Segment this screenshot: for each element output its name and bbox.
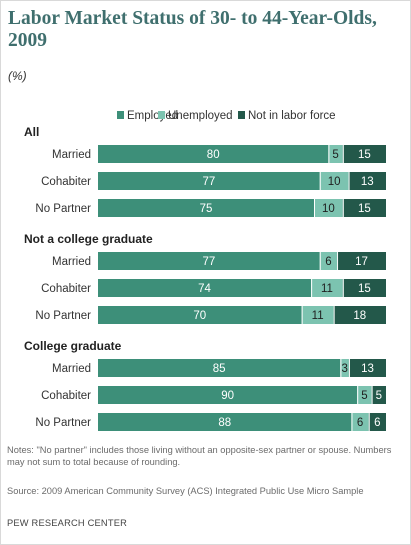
value-label-not-in-labor-force-all-married: 15	[358, 149, 371, 161]
value-label-unemployed-all-cohabiter: 10	[328, 176, 341, 188]
row-label-not-a-college-graduate-no-partner: No Partner	[35, 310, 91, 322]
chart-notes: Notes: "No partner" includes those livin…	[7, 445, 392, 467]
bar-unemployed-college-graduate-no-partner	[351, 413, 369, 431]
bar-employed-college-graduate-married	[98, 359, 341, 377]
value-label-not-in-labor-force-college-graduate-no-partner: 6	[374, 417, 380, 429]
segment-divider	[301, 306, 303, 324]
bar-employed-not-a-college-graduate-cohabiter	[98, 279, 312, 297]
value-label-not-in-labor-force-not-a-college-graduate-cohabiter: 15	[358, 283, 371, 295]
bar-not-in-labor-force-college-graduate-no-partner	[368, 413, 386, 431]
bar-not-in-labor-force-college-graduate-cohabiter	[371, 386, 386, 404]
legend-label-unemployed: Unemployed	[168, 110, 233, 122]
value-label-employed-all-cohabiter: 77	[202, 176, 215, 188]
bar-employed-all-cohabiter	[98, 172, 320, 190]
segment-divider	[319, 252, 321, 270]
credit-label: PEW RESEARCH CENTER	[7, 518, 128, 528]
legend-label-employed: Employed	[127, 110, 178, 122]
bar-employed-all-married	[98, 145, 329, 163]
bar-unemployed-all-married	[328, 145, 343, 163]
row-label-all-married: Married	[52, 149, 91, 161]
segment-divider	[368, 413, 370, 431]
row-label-not-a-college-graduate-married: Married	[52, 256, 91, 268]
segment-divider	[319, 172, 321, 190]
bar-not-in-labor-force-not-a-college-graduate-married	[337, 252, 386, 270]
bar-employed-not-a-college-graduate-no-partner	[98, 306, 302, 324]
legend-swatch-unemployed	[158, 111, 165, 119]
row-label-college-graduate-married: Married	[52, 363, 91, 375]
legend-label-not-in-labor-force: Not in labor force	[248, 110, 336, 122]
bar-unemployed-college-graduate-married	[340, 359, 349, 377]
row-label-all-cohabiter: Cohabiter	[41, 176, 91, 188]
value-label-unemployed-not-a-college-graduate-cohabiter: 11	[321, 283, 333, 295]
value-label-employed-college-graduate-married: 85	[213, 363, 226, 375]
value-label-employed-not-a-college-graduate-cohabiter: 74	[198, 283, 211, 295]
bar-unemployed-not-a-college-graduate-married	[319, 252, 338, 270]
segment-divider	[340, 359, 342, 377]
bar-not-in-labor-force-all-no-partner	[342, 199, 386, 217]
row-label-college-graduate-no-partner: No Partner	[35, 417, 91, 429]
segment-divider	[348, 172, 350, 190]
bar-employed-college-graduate-cohabiter	[98, 386, 358, 404]
value-label-unemployed-all-married: 5	[332, 149, 338, 161]
segment-divider	[311, 279, 313, 297]
legend-swatch-not-in-labor-force	[238, 111, 245, 119]
segment-divider	[328, 145, 330, 163]
segment-divider	[314, 199, 315, 217]
bar-employed-all-no-partner	[98, 199, 314, 217]
legend-swatch-employed	[117, 111, 124, 119]
bar-employed-not-a-college-graduate-married	[98, 252, 320, 270]
value-label-employed-college-graduate-no-partner: 88	[218, 417, 231, 429]
segment-divider	[351, 413, 353, 431]
value-label-employed-not-a-college-graduate-married: 77	[202, 256, 215, 268]
bar-unemployed-not-a-college-graduate-no-partner	[301, 306, 334, 324]
value-label-not-in-labor-force-all-cohabiter: 13	[361, 176, 374, 188]
segment-divider	[333, 306, 335, 324]
segment-divider	[348, 359, 350, 377]
unit-label: (%)	[8, 69, 27, 83]
value-label-unemployed-not-a-college-graduate-no-partner: 11	[312, 310, 324, 322]
bar-employed-college-graduate-no-partner	[98, 413, 352, 431]
bar-not-in-labor-force-not-a-college-graduate-no-partner	[333, 306, 386, 324]
group-heading-not-a-college-graduate: Not a college graduate	[24, 232, 153, 246]
value-label-not-in-labor-force-all-no-partner: 15	[358, 203, 371, 215]
bar-unemployed-not-a-college-graduate-cohabiter	[311, 279, 343, 297]
value-label-employed-all-no-partner: 75	[200, 203, 213, 215]
bar-not-in-labor-force-all-married	[342, 145, 386, 163]
bar-unemployed-all-no-partner	[314, 199, 343, 217]
value-label-employed-all-married: 80	[207, 149, 220, 161]
chart-title: Labor Market Status of 30- to 44-Year-Ol…	[8, 8, 377, 51]
row-label-not-a-college-graduate-cohabiter: Cohabiter	[41, 283, 91, 295]
row-label-all-no-partner: No Partner	[35, 203, 91, 215]
segment-divider	[342, 145, 344, 163]
segment-divider	[337, 252, 339, 270]
value-label-not-in-labor-force-not-a-college-graduate-no-partner: 18	[353, 310, 366, 322]
value-label-not-in-labor-force-college-graduate-married: 13	[361, 363, 374, 375]
value-label-unemployed-college-graduate-no-partner: 6	[357, 417, 363, 429]
segment-divider	[357, 386, 359, 404]
group-heading-college-graduate: College graduate	[24, 339, 122, 353]
row-label-college-graduate-cohabiter: Cohabiter	[41, 390, 91, 402]
segment-divider	[342, 199, 344, 217]
value-label-not-in-labor-force-college-graduate-cohabiter: 5	[376, 390, 382, 402]
bar-unemployed-college-graduate-cohabiter	[357, 386, 372, 404]
bar-not-in-labor-force-not-a-college-graduate-cohabiter	[342, 279, 386, 297]
bar-unemployed-all-cohabiter	[319, 172, 349, 190]
bar-not-in-labor-force-all-cohabiter	[348, 172, 386, 190]
value-label-unemployed-not-a-college-graduate-married: 6	[325, 256, 331, 268]
segment-divider	[342, 279, 344, 297]
value-label-employed-college-graduate-cohabiter: 90	[221, 390, 234, 402]
group-heading-all: All	[24, 125, 39, 139]
value-label-employed-not-a-college-graduate-no-partner: 70	[193, 310, 206, 322]
value-label-unemployed-college-graduate-married: 3	[341, 363, 347, 375]
bar-not-in-labor-force-college-graduate-married	[348, 359, 386, 377]
value-label-not-in-labor-force-not-a-college-graduate-married: 17	[355, 256, 368, 268]
value-label-unemployed-all-no-partner: 10	[322, 203, 335, 215]
chart-source: Source: 2009 American Community Survey (…	[7, 486, 364, 496]
segment-divider	[371, 386, 373, 404]
value-label-unemployed-college-graduate-cohabiter: 5	[361, 390, 367, 402]
